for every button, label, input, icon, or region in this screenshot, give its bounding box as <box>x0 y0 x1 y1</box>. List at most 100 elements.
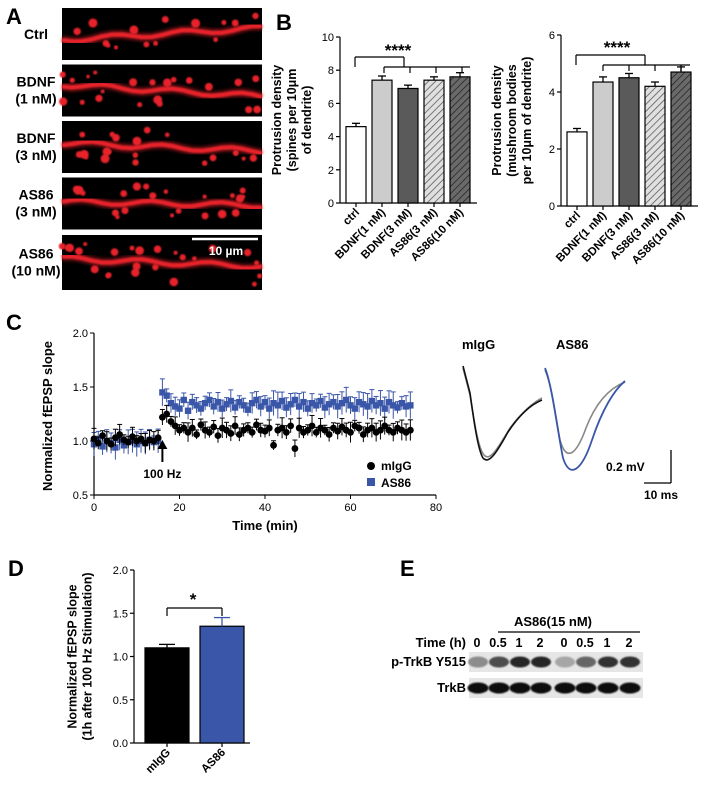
spine-2-16 <box>79 149 89 159</box>
migg-point-67 <box>377 426 384 434</box>
as86-point-25 <box>197 405 205 412</box>
panel-letter-b: B <box>276 10 292 35</box>
migg-point-2 <box>99 432 106 439</box>
migg-point-21 <box>180 424 188 432</box>
band-ptrkb-2 <box>510 656 530 668</box>
spine-0-6 <box>191 18 201 28</box>
spine-2-8 <box>233 151 239 156</box>
as86-point-51 <box>308 400 316 407</box>
as86-point-70 <box>390 402 397 409</box>
as86-point-19 <box>172 403 179 410</box>
spine-3-4 <box>229 193 235 199</box>
as86-point-39 <box>257 403 264 410</box>
spine-1-0 <box>204 82 213 91</box>
migg-point-29 <box>214 432 222 439</box>
spine-2-0 <box>143 126 151 134</box>
dendrite-shaft-0 <box>61 24 262 44</box>
as86-point-23 <box>189 398 196 406</box>
as86-point-21 <box>180 396 187 404</box>
spine-3-15 <box>202 194 207 199</box>
spine-4-4 <box>58 242 66 250</box>
band-trkb-6 <box>597 682 619 694</box>
migg-point-24 <box>193 431 201 438</box>
migg-point-74 <box>406 426 414 434</box>
spine-1-11 <box>129 78 138 87</box>
panel-c: C 0.5 1.0 1.5 2.0 0 20 40 60 80 Time (min) Normali… <box>6 310 678 533</box>
as86-point-28 <box>210 403 217 410</box>
migg-point-50 <box>304 426 312 434</box>
as86-point-57 <box>334 403 341 410</box>
spine-3-19 <box>143 183 150 190</box>
panel-e: E AS86(15 nM)Time (h) 0 0.5 1 2 0 0.5 1 2p-TrkB … <box>391 556 643 698</box>
band-trkb-2 <box>509 682 531 694</box>
y-tick-label-0: 0.0 <box>113 738 128 750</box>
spine-2-3 <box>249 154 258 162</box>
x-tick-label-3: 60 <box>344 502 356 514</box>
spine-4-22 <box>135 246 144 256</box>
y-tick-label-2: 4 <box>549 87 555 99</box>
row-label-sub-4: (10 nM) <box>12 263 61 279</box>
as86-point-31 <box>223 401 230 408</box>
dendrite-0 <box>61 12 262 50</box>
spine-2-13 <box>112 133 120 142</box>
y-tick-label-1: 2 <box>328 165 334 177</box>
x-tick-label-4: 80 <box>430 502 442 514</box>
migg-point-41 <box>265 424 273 432</box>
panel-letter-d: D <box>8 556 24 581</box>
spine-1-5 <box>252 75 260 83</box>
as86-point-29 <box>214 398 222 406</box>
row-label-sub-3: (3 nM) <box>15 204 56 220</box>
time-2: 1 <box>516 636 523 650</box>
band-trkb-3 <box>530 682 552 694</box>
as86-point-59 <box>343 396 350 404</box>
spine-1-12 <box>93 70 98 75</box>
x-axis-label: Time (min) <box>232 518 298 533</box>
spine-4-10 <box>129 245 135 251</box>
as86-point-22 <box>184 407 192 414</box>
y-tick-label-1: 2 <box>549 144 555 156</box>
chart-d-fepsp-bar: 0.0 0.5 1.0 1.5 2.0 Normalized fEPSP slope(1h… <box>66 565 250 776</box>
panel-letter-e: E <box>400 556 415 581</box>
spine-1-6 <box>79 99 85 105</box>
spine-3-21 <box>111 209 119 217</box>
as86-point-60 <box>347 402 354 409</box>
spine-4-13 <box>75 247 83 256</box>
spine-0-7 <box>105 43 111 48</box>
y-tick-label-4: 2.0 <box>113 565 128 577</box>
as86-point-2 <box>99 443 106 450</box>
migg-point-68 <box>381 422 389 430</box>
spine-1-18 <box>162 78 172 88</box>
trace-label-as86: AS86 <box>556 337 589 352</box>
spine-4-17 <box>153 245 162 253</box>
migg-point-54 <box>321 426 329 434</box>
migg-point-46 <box>287 422 295 430</box>
spine-4-0 <box>152 264 159 271</box>
spine-3-0 <box>175 208 182 214</box>
spine-1-10 <box>149 79 156 86</box>
migg-point-27 <box>206 428 213 436</box>
y-tick-label-0: 0 <box>549 201 555 213</box>
dendrite-shaft-4 <box>61 254 263 271</box>
spine-2-14 <box>100 154 110 164</box>
spine-1-13 <box>86 74 90 79</box>
spine-1-19 <box>156 100 163 107</box>
time-6: 1 <box>604 636 611 650</box>
spine-3-18 <box>80 190 86 196</box>
band-trkb-4 <box>554 682 576 694</box>
bar-ctrl <box>345 126 367 204</box>
row-label-3: AS86 <box>18 187 53 203</box>
as86-point-52 <box>313 402 320 409</box>
y-tick-label-2: 1.0 <box>113 652 128 664</box>
y-axis-label-line-1: (mushroom bodies <box>505 64 519 177</box>
y-tick-label-1: 0.5 <box>113 695 128 707</box>
x-tick-label-1: 20 <box>173 502 185 514</box>
x-tick-label-2: 40 <box>259 502 271 514</box>
spine-4-2 <box>83 242 88 247</box>
panel-d: D 0.0 0.5 1.0 1.5 2.0 Normalized fEPSP slope(… <box>8 556 250 776</box>
migg-point-60 <box>347 428 354 436</box>
as86-point-20 <box>176 405 183 412</box>
as86-point-54 <box>321 404 329 411</box>
scale-bar-label: 10 µm <box>209 244 243 258</box>
significance-star: * <box>190 590 197 609</box>
